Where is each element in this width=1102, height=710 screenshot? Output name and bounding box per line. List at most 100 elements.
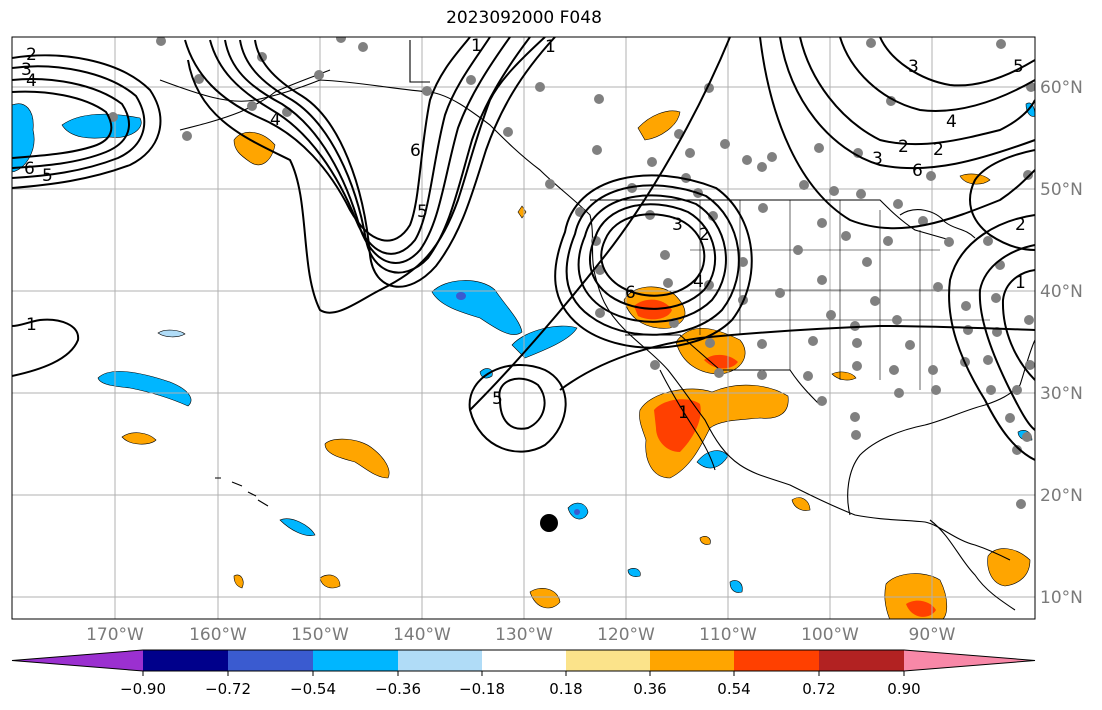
contour-line [469,37,731,411]
colorbar-swatch [143,650,228,671]
negative-region [627,568,641,577]
contour-label: 1 [545,37,556,57]
contour-line [209,37,491,255]
baja-california [659,369,716,471]
contour-line [12,54,162,189]
contour-line [12,78,130,169]
colorbar-swatch [482,650,566,671]
contour-line [184,37,471,242]
contour-label: 1 [26,315,37,335]
contour-line [468,364,567,453]
contour-label: 4 [946,112,957,132]
contour-line [759,37,1035,230]
contour-line [239,37,531,274]
longitude-labels: 170°W 160°W 150°W 140°W 130°W 120°W 110°… [86,625,956,645]
contour-label: 1 [471,36,482,56]
contour-line [948,214,1035,461]
positive-region [987,548,1031,587]
lon-label: 150°W [291,625,349,645]
positive-region [906,600,936,617]
negative-region [279,518,316,536]
contour-line [799,37,1035,146]
contour-line [12,65,146,179]
positive-region [517,205,527,219]
contour-line [879,37,1035,87]
colorbar-swatch [734,650,819,671]
contour-label: 6 [912,161,923,181]
plot-title: 2023092000 F048 [446,8,602,28]
contour-line [224,37,511,264]
canada-us-border [590,199,951,241]
us-mexico-border [625,334,821,406]
positive-region [324,438,390,479]
contour-label: 4 [693,272,704,292]
colorbar-tick-label: −0.36 [375,680,421,698]
lon-label: 170°W [86,625,144,645]
contour-line [187,37,546,314]
positive-region [319,574,341,589]
negative-region [97,371,192,407]
contour-label: 2 [898,137,909,157]
lat-label: 40°N [1040,282,1083,302]
contour-line [254,37,556,288]
contour-line [589,203,717,310]
negative-region [12,103,35,173]
colorbar-swatch [398,650,482,671]
contour-label: 3 [21,60,32,80]
contour-label: 5 [1013,57,1024,77]
contour-label: 2 [699,225,710,245]
contour-label: 3 [908,57,919,77]
colorbar-swatch [819,650,904,671]
lat-label: 10°N [1040,588,1083,608]
contour-label: 2 [1015,215,1026,235]
negative-region [729,580,743,593]
contour-label: 4 [26,71,37,91]
colorbar-swatch [313,650,398,671]
negative-region [479,368,493,379]
colorbar-tick-label: 0.90 [887,680,920,698]
contour-label: 2 [26,45,37,65]
contour-label: 6 [24,159,35,179]
graticule [12,37,1035,619]
lon-label: 100°W [801,625,859,645]
negative-region [61,113,142,139]
colorbar-tick-label: −0.72 [205,680,251,698]
colorbar-swatch [904,650,1035,671]
location-marker [540,514,558,532]
contour-label-layer: 2 3 4 6 5 1 1 6 5 1 4 3 2 6 4 5 1 2 3 4 … [21,36,1026,423]
colorbar-tick-label: 0.18 [549,680,582,698]
colorbar-tick-label: −0.54 [290,680,336,698]
great-lakes [899,209,976,239]
hawaii-islands [215,477,269,507]
central-america-coast [929,519,1016,611]
colorbar-swatch [566,650,650,671]
contour-label: 6 [410,141,421,161]
contour-line [600,213,706,297]
positive-region [704,354,738,369]
lon-label: 90°W [909,625,956,645]
contour-label: 2 [933,140,944,160]
negative-region [456,292,466,300]
contour-label: 3 [872,149,883,169]
positive-region [121,432,157,445]
lon-label: 140°W [393,625,451,645]
colorbar-tick-label: −0.90 [120,680,166,698]
lat-label: 50°N [1040,180,1083,200]
contour-label: 5 [492,389,503,409]
colorbar-swatch [228,650,313,671]
shaded-field-layer [12,102,1035,619]
negative-region [696,450,729,469]
positive-region [637,110,681,141]
contour-line [565,184,740,336]
colorbar-tick-label: 0.72 [802,680,835,698]
contour-line [839,37,1035,112]
contour-line [12,90,113,159]
colorbar-tick-label: 0.36 [633,680,666,698]
positive-region [529,588,561,609]
contour-label: 1 [678,403,689,423]
lon-label: 120°W [597,625,655,645]
contour-line [12,318,80,377]
contour-label: 5 [42,166,53,186]
colorbar: −0.90 −0.72 −0.54 −0.36 −0.18 0.18 0.36 0.54 0.7… [11,649,1036,698]
